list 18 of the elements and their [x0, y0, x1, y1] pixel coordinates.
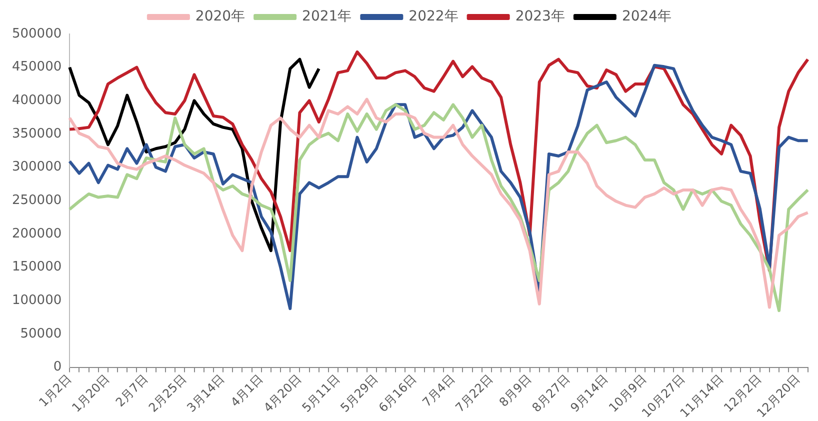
y-tick-label: 200000: [12, 226, 62, 242]
legend-label: 2023年: [515, 8, 565, 25]
y-tick-label: 100000: [12, 292, 62, 308]
y-tick-label: 350000: [12, 126, 62, 142]
y-tick-label: 400000: [12, 93, 62, 108]
y-tick-label: 50000: [20, 326, 62, 342]
y-tick-label: 300000: [12, 160, 62, 175]
y-tick-label: 0: [53, 360, 62, 375]
legend-label: 2021年: [302, 8, 352, 25]
y-tick-label: 500000: [12, 26, 62, 42]
y-tick-label: 250000: [12, 193, 62, 208]
x-tick-label: 4月1日: [228, 372, 266, 410]
legend-label: 2022年: [408, 8, 458, 25]
y-tick-label: 450000: [12, 60, 62, 75]
legend-label: 2024年: [622, 8, 672, 25]
x-tick-label: 6月16日: [376, 372, 420, 415]
legend-label: 2020年: [195, 8, 246, 25]
y-tick-label: 150000: [12, 260, 62, 275]
